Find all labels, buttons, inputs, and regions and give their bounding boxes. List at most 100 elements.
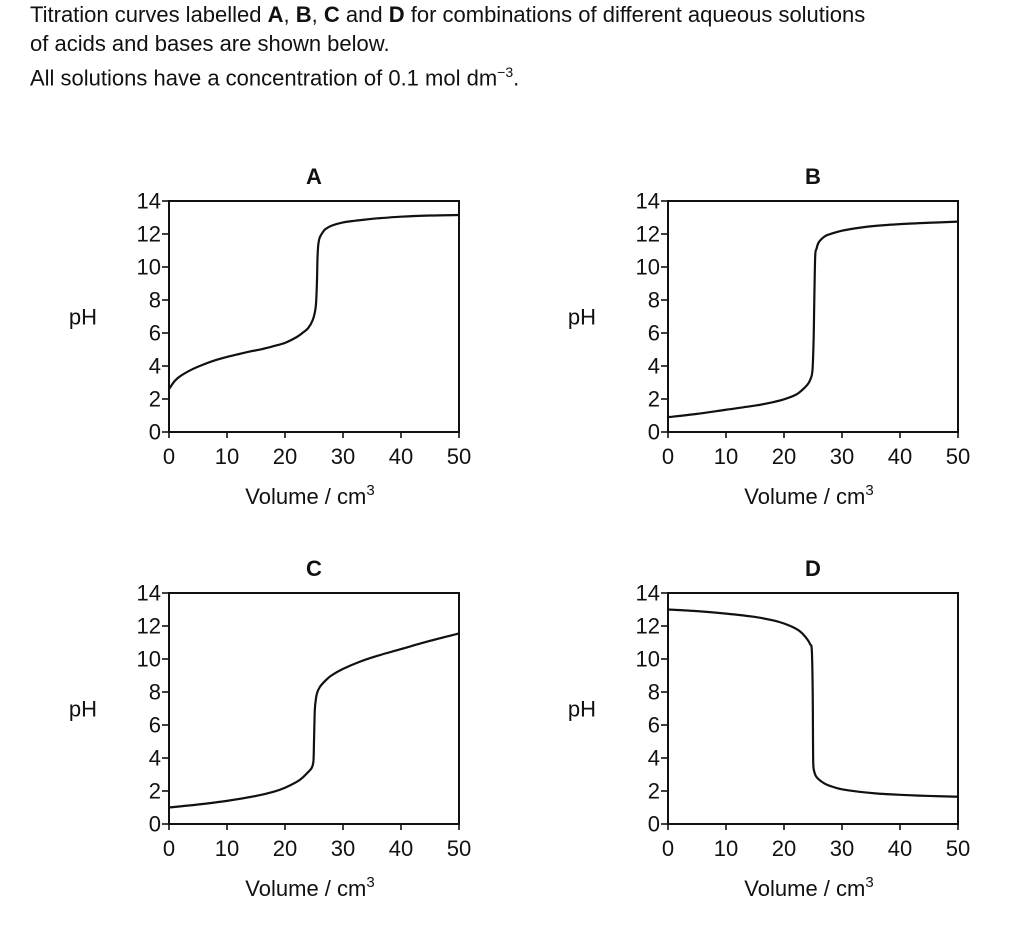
- y-tick-label: 14: [636, 189, 660, 214]
- x-tick-label: 50: [447, 836, 471, 861]
- intro-separator-1: ,: [283, 2, 296, 27]
- y-axis-label-c: pH: [69, 697, 97, 722]
- y-tick-label: 8: [648, 680, 660, 705]
- chart-b: B 0 2 4 6 8 10 12 14 0 10 20 30 40 50 pH Volume / cm3: [568, 164, 970, 509]
- x-axis-label-superscript: 3: [366, 482, 374, 499]
- y-tick-label: 10: [137, 255, 161, 280]
- y-tick-label: 0: [149, 812, 161, 837]
- intro-separator-2: ,: [311, 2, 324, 27]
- x-axis-label-d: Volume / cm3: [744, 874, 873, 901]
- y-tick-label: 8: [648, 288, 660, 313]
- y-tick-label: 2: [149, 387, 161, 412]
- y-tick-label: 10: [137, 647, 161, 672]
- x-tick-label: 40: [888, 444, 912, 469]
- x-tick-label: 10: [215, 836, 239, 861]
- y-tick-label: 12: [636, 614, 660, 639]
- y-axis-label-d: pH: [568, 697, 596, 722]
- x-tick-label: 30: [331, 444, 355, 469]
- intro-label-c: C: [323, 2, 340, 27]
- plot-frame-a: [168, 200, 460, 433]
- chart-title-c: C: [306, 556, 322, 581]
- x-tick-label: 10: [714, 444, 738, 469]
- y-tick-label: 14: [137, 581, 161, 606]
- y-tick-label: 8: [149, 288, 161, 313]
- x-tick-label: 40: [888, 836, 912, 861]
- x-tick-label: 20: [273, 836, 297, 861]
- y-axis-label-b: pH: [568, 305, 596, 330]
- y-tick-label: 14: [137, 189, 161, 214]
- x-tick-label: 40: [389, 444, 413, 469]
- x-axis-label-a: Volume / cm3: [245, 482, 374, 509]
- x-tick-label: 10: [714, 836, 738, 861]
- x-tick-label: 50: [946, 444, 970, 469]
- y-tick-label: 4: [149, 746, 161, 771]
- y-tick-label: 8: [149, 680, 161, 705]
- x-tick-label: 10: [215, 444, 239, 469]
- chart-title-a: A: [306, 164, 322, 189]
- intro-line-1: Titration curves labelled A, B, C and D …: [30, 0, 1020, 29]
- intro-text: Titration curves labelled A, B, C and D …: [30, 0, 1020, 92]
- x-axis-label-text: Volume / cm: [245, 484, 366, 509]
- y-tick-label: 12: [137, 614, 161, 639]
- y-tick-label: 6: [149, 321, 161, 346]
- x-tick-label: 0: [662, 444, 674, 469]
- intro-label-b: B: [295, 2, 312, 27]
- y-axis-label-a: pH: [69, 305, 97, 330]
- y-tick-label: 12: [636, 222, 660, 247]
- intro-line-3: All solutions have a concentration of 0.…: [30, 58, 1020, 92]
- x-axis-label-b: Volume / cm3: [744, 482, 873, 509]
- titration-curve-c: [167, 632, 461, 809]
- chart-title-b: B: [805, 164, 821, 189]
- x-tick-label: 0: [163, 444, 175, 469]
- chart-c: C 0 2 4 6 8 10 12 14 0 10 20 30 40 50 pH Volume / cm3: [69, 556, 471, 901]
- intro-line-1-start: Titration curves labelled: [30, 2, 268, 27]
- titration-curve-b: [666, 220, 960, 419]
- y-tick-label: 10: [636, 647, 660, 672]
- intro-and: and: [339, 2, 389, 27]
- intro-line-1-end: for combinations of different aqueous so…: [404, 2, 866, 27]
- y-tick-label: 4: [648, 746, 660, 771]
- y-tick-label: 2: [648, 387, 660, 412]
- y-tick-label: 12: [137, 222, 161, 247]
- y-tick-label: 2: [648, 779, 660, 804]
- intro-line-3-text: All solutions have a concentration of 0.…: [30, 65, 498, 91]
- x-axis-label-superscript: 3: [865, 874, 873, 891]
- x-axis-label-superscript: 3: [366, 874, 374, 891]
- y-tick-label: 0: [648, 812, 660, 837]
- x-axis-label-text: Volume / cm: [744, 876, 865, 901]
- y-tick-label: 14: [636, 581, 660, 606]
- x-tick-label: 20: [273, 444, 297, 469]
- y-tick-label: 6: [648, 713, 660, 738]
- x-axis-label-text: Volume / cm: [744, 484, 865, 509]
- intro-label-d: D: [388, 2, 405, 27]
- x-tick-label: 0: [662, 836, 674, 861]
- x-tick-label: 30: [830, 836, 854, 861]
- y-tick-label: 6: [648, 321, 660, 346]
- x-tick-label: 30: [830, 444, 854, 469]
- y-tick-label: 4: [149, 354, 161, 379]
- x-axis-label-superscript: 3: [865, 482, 873, 499]
- intro-line-3-end: .: [513, 65, 520, 91]
- x-tick-label: 20: [772, 444, 796, 469]
- plot-frame-b: [667, 200, 959, 433]
- intro-line-3-superscript: −3: [497, 64, 514, 80]
- chart-d: D 0 2 4 6 8 10 12 14 0 10 20 30 40 50 pH Volume / cm3: [568, 556, 970, 901]
- y-tick-label: 2: [149, 779, 161, 804]
- y-tick-label: 6: [149, 713, 161, 738]
- titration-curve-d: [666, 608, 960, 798]
- intro-label-a: A: [267, 2, 284, 27]
- x-axis-label-text: Volume / cm: [245, 876, 366, 901]
- y-tick-label: 0: [648, 420, 660, 445]
- y-tick-label: 4: [648, 354, 660, 379]
- x-axis-label-c: Volume / cm3: [245, 874, 374, 901]
- x-tick-label: 50: [447, 444, 471, 469]
- plot-frame-d: [667, 592, 959, 825]
- chart-a: A 0 2 4 6 8 10 12 14 0 10 20 30 40 50 pH Volume / cm3: [69, 164, 471, 509]
- y-tick-label: 0: [149, 420, 161, 445]
- x-tick-label: 50: [946, 836, 970, 861]
- y-tick-label: 10: [636, 255, 660, 280]
- x-tick-label: 40: [389, 836, 413, 861]
- x-tick-label: 30: [331, 836, 355, 861]
- plot-frame-c: [168, 592, 460, 825]
